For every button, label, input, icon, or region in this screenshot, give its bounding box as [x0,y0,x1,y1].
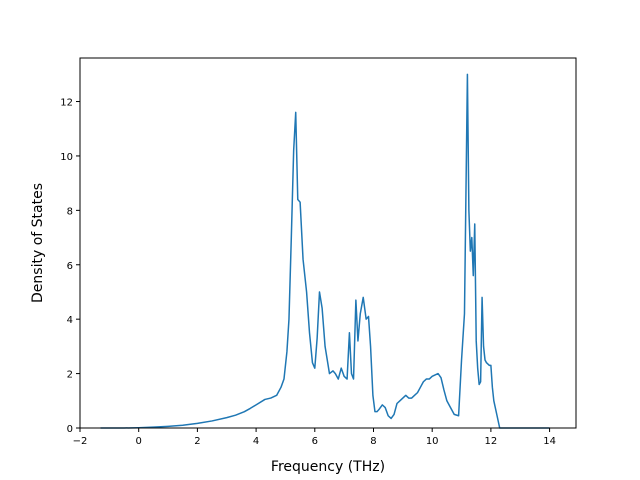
plot-area [79,57,577,429]
y-axis-label: Density of States [30,183,46,303]
axes-background [80,58,576,428]
x-tick-label: 14 [543,436,556,447]
y-tick-label: 2 [67,370,73,381]
x-tick-label: −2 [73,436,88,447]
x-tick-label: 10 [426,436,439,447]
y-tick-label: 6 [67,261,73,272]
x-tick-label: 6 [312,436,318,447]
y-axis-ticks: 0 2 4 6 8 10 12 [60,98,80,435]
y-tick-label: 0 [67,424,73,435]
dos-series-line [100,73,550,429]
y-tick-label: 12 [60,98,73,109]
x-tick-label: 12 [485,436,498,447]
x-tick-label: 2 [194,436,200,447]
y-tick-label: 10 [60,152,73,163]
axes-frame [79,57,577,429]
y-tick-label: 8 [67,206,73,217]
x-tick-label: 4 [253,436,259,447]
x-tick-label: 0 [136,436,142,447]
series-layer [100,73,550,429]
x-axis-ticks: −2 0 2 4 6 8 10 12 14 [73,428,556,447]
x-tick-label: 8 [370,436,376,447]
x-axis-label: Frequency (THz) [271,459,385,475]
y-tick-label: 4 [67,315,73,326]
